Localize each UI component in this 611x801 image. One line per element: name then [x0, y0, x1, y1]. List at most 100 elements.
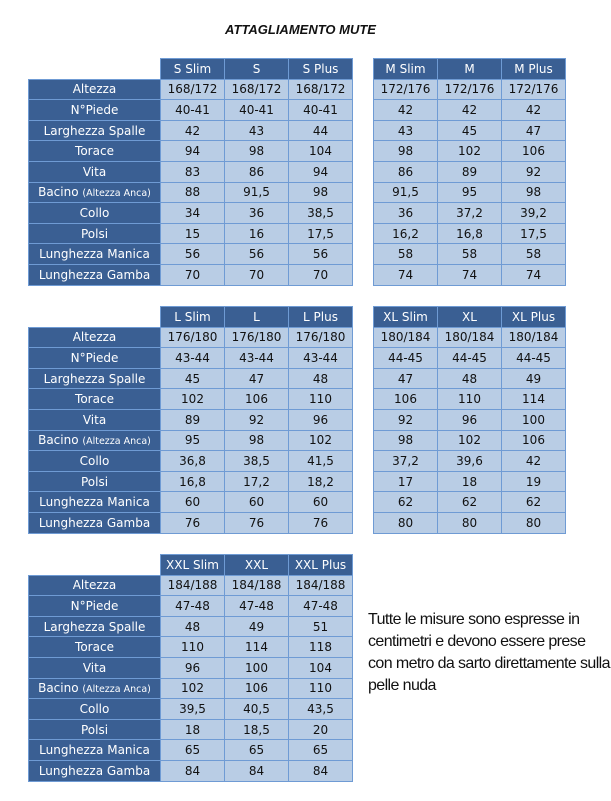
- value-cell: 98: [501, 181, 566, 204]
- row-label: Bacino (Altezza Anca): [28, 429, 161, 452]
- value-cell: 172/176: [373, 78, 438, 101]
- table-row: 180/184 180/184 180/184: [373, 326, 566, 349]
- row-label: Polsi: [28, 470, 161, 493]
- header-row: M Slim M M Plus: [373, 58, 566, 80]
- value-cell: 80: [501, 511, 566, 534]
- table-row: Larghezza Spalle 42 43 44: [28, 119, 353, 142]
- value-cell: 43-44: [160, 347, 225, 369]
- blank-cell: [29, 555, 161, 576]
- row-label-text: Larghezza Spalle: [43, 619, 146, 634]
- value-cell: 184/188: [160, 574, 225, 597]
- value-cell: 16,8: [437, 222, 502, 245]
- value-cell: 58: [501, 243, 566, 265]
- size-header: S Plus: [288, 58, 353, 80]
- size-header: M Plus: [501, 58, 566, 80]
- table-row: Altezza 184/188 184/188 184/188: [28, 574, 353, 597]
- value-cell: 96: [288, 408, 353, 431]
- value-cell: 84: [160, 759, 225, 782]
- table-row: N°Piede 43-44 43-44 43-44: [28, 347, 353, 369]
- value-cell: 62: [437, 491, 502, 513]
- value-cell: 106: [501, 429, 566, 452]
- row-label-text: Altezza: [72, 578, 117, 593]
- value-cell: 176/180: [288, 326, 353, 349]
- value-cell: 106: [501, 140, 566, 162]
- blank-cell: [29, 307, 161, 328]
- value-cell: 43: [224, 119, 289, 142]
- table-row: 16,2 16,8 17,5: [373, 222, 566, 245]
- value-cell: 39,5: [160, 698, 225, 720]
- value-cell: 37,2: [373, 450, 438, 472]
- size-header: XL Plus: [501, 306, 566, 328]
- table-row: 92 96 100: [373, 408, 566, 431]
- table-row: Polsi 18 18,5 20: [28, 718, 353, 741]
- table-row: Polsi 15 16 17,5: [28, 222, 353, 245]
- value-cell: 47-48: [224, 595, 289, 617]
- row-label-text: Altezza: [72, 330, 117, 345]
- row-label-text: Torace: [75, 640, 114, 655]
- table-row: 58 58 58: [373, 243, 566, 265]
- row-label: Larghezza Spalle: [28, 615, 161, 638]
- value-cell: 118: [288, 636, 353, 658]
- value-cell: 114: [501, 388, 566, 410]
- value-cell: 40-41: [160, 99, 225, 121]
- table-row: Torace 94 98 104: [28, 140, 353, 162]
- value-cell: 56: [288, 243, 353, 265]
- value-cell: 95: [437, 181, 502, 204]
- value-cell: 110: [160, 636, 225, 658]
- value-cell: 47-48: [160, 595, 225, 617]
- value-cell: 60: [224, 491, 289, 513]
- row-label: Polsi: [28, 718, 161, 741]
- value-cell: 168/172: [224, 78, 289, 101]
- row-label: Lunghezza Gamba: [28, 263, 161, 286]
- row-label: Larghezza Spalle: [28, 119, 161, 142]
- row-label: Lunghezza Gamba: [28, 759, 161, 782]
- row-label: Torace: [28, 636, 161, 658]
- value-cell: 43-44: [224, 347, 289, 369]
- row-label: N°Piede: [28, 595, 161, 617]
- value-cell: 110: [288, 677, 353, 700]
- table-row: 36 37,2 39,2: [373, 202, 566, 224]
- value-cell: 74: [501, 263, 566, 286]
- value-cell: 98: [224, 140, 289, 162]
- value-cell: 102: [160, 677, 225, 700]
- value-cell: 48: [437, 367, 502, 390]
- value-cell: 91,5: [224, 181, 289, 204]
- value-cell: 110: [288, 388, 353, 410]
- value-cell: 94: [160, 140, 225, 162]
- size-header: M: [437, 58, 502, 80]
- row-label-text: Bacino: [38, 433, 79, 448]
- row-label-text: Vita: [82, 164, 107, 179]
- row-label: Bacino (Altezza Anca): [28, 181, 161, 204]
- value-cell: 38,5: [224, 450, 289, 472]
- row-label-text: Collo: [79, 701, 110, 716]
- value-cell: 102: [160, 388, 225, 410]
- value-cell: 16,2: [373, 222, 438, 245]
- table-row: N°Piede 40-41 40-41 40-41: [28, 99, 353, 121]
- row-label-text: Vita: [82, 660, 107, 675]
- value-cell: 102: [437, 140, 502, 162]
- row-label-text: Bacino: [38, 185, 79, 200]
- value-cell: 74: [373, 263, 438, 286]
- value-cell: 43: [373, 119, 438, 142]
- row-label-text: Torace: [75, 392, 114, 407]
- table-row: Bacino (Altezza Anca) 88 91,5 98: [28, 181, 353, 204]
- table-row: 98 102 106: [373, 429, 566, 452]
- value-cell: 96: [437, 408, 502, 431]
- row-label-note: (Altezza Anca): [82, 684, 151, 696]
- row-label-text: Lunghezza Gamba: [38, 515, 151, 530]
- row-label: Lunghezza Manica: [28, 243, 161, 265]
- row-label-text: Lunghezza Gamba: [38, 267, 151, 282]
- value-cell: 96: [160, 656, 225, 679]
- value-cell: 102: [437, 429, 502, 452]
- row-label-text: N°Piede: [70, 598, 119, 613]
- row-label-text: Lunghezza Manica: [39, 495, 150, 510]
- value-cell: 84: [288, 759, 353, 782]
- table-row: Bacino (Altezza Anca) 95 98 102: [28, 429, 353, 452]
- value-cell: 51: [288, 615, 353, 638]
- value-cell: 86: [224, 160, 289, 183]
- value-cell: 17,5: [501, 222, 566, 245]
- value-cell: 17,5: [288, 222, 353, 245]
- size-header: XXL: [224, 554, 289, 576]
- size-header: L: [224, 306, 289, 328]
- row-label-text: Larghezza Spalle: [43, 371, 146, 386]
